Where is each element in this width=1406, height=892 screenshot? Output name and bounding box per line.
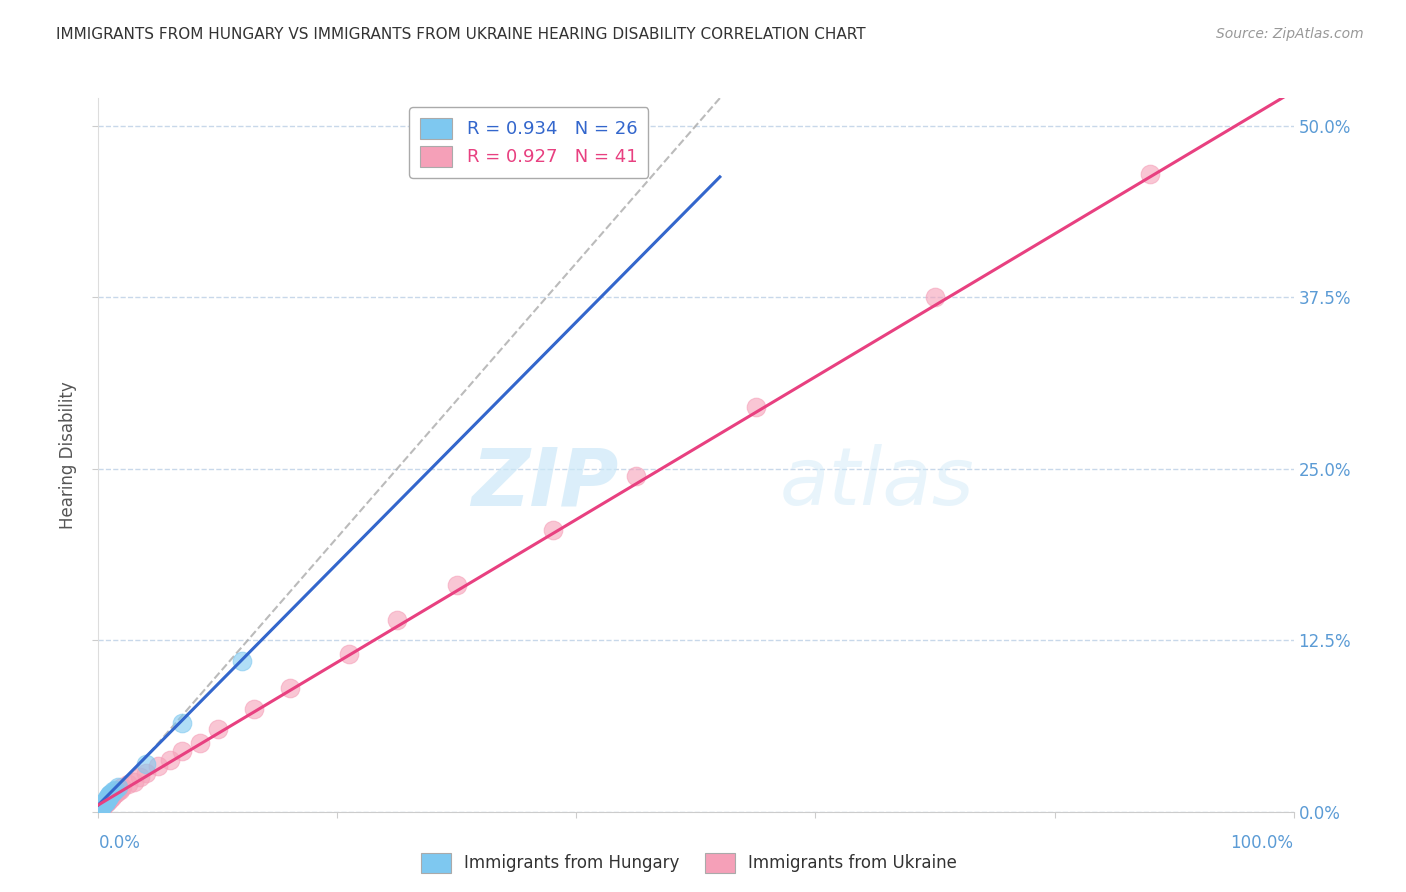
Legend: Immigrants from Hungary, Immigrants from Ukraine: Immigrants from Hungary, Immigrants from… bbox=[415, 847, 963, 880]
Text: IMMIGRANTS FROM HUNGARY VS IMMIGRANTS FROM UKRAINE HEARING DISABILITY CORRELATIO: IMMIGRANTS FROM HUNGARY VS IMMIGRANTS FR… bbox=[56, 27, 866, 42]
Point bbox=[94, 797, 117, 811]
Text: ZIP: ZIP bbox=[471, 444, 619, 523]
Point bbox=[107, 780, 129, 794]
Point bbox=[117, 777, 139, 791]
Point bbox=[96, 794, 118, 808]
Point bbox=[98, 789, 121, 804]
Point bbox=[541, 524, 564, 538]
Point bbox=[243, 702, 266, 716]
Point bbox=[90, 799, 112, 814]
Point bbox=[91, 797, 114, 812]
Point bbox=[108, 782, 131, 797]
Point bbox=[91, 797, 114, 811]
Point bbox=[91, 799, 114, 814]
Point bbox=[89, 803, 111, 817]
Point bbox=[1139, 167, 1161, 181]
Point bbox=[90, 800, 112, 814]
Point bbox=[148, 759, 170, 773]
Point bbox=[745, 400, 768, 414]
Point bbox=[172, 744, 194, 758]
Point bbox=[93, 797, 115, 811]
Text: Source: ZipAtlas.com: Source: ZipAtlas.com bbox=[1216, 27, 1364, 41]
Point bbox=[89, 803, 111, 817]
Point bbox=[90, 802, 112, 816]
Point bbox=[98, 789, 121, 803]
Point bbox=[135, 756, 157, 771]
Point bbox=[96, 795, 118, 809]
Point bbox=[93, 797, 115, 811]
Point bbox=[101, 784, 124, 798]
Point bbox=[98, 787, 122, 801]
Point bbox=[129, 771, 152, 785]
Point bbox=[446, 578, 468, 592]
Text: 0.0%: 0.0% bbox=[98, 834, 141, 852]
Point bbox=[97, 791, 120, 805]
Point bbox=[96, 791, 118, 805]
Point bbox=[97, 789, 120, 804]
Point bbox=[924, 290, 946, 304]
Point bbox=[91, 799, 114, 814]
Point bbox=[93, 795, 115, 809]
Point bbox=[94, 795, 117, 809]
Point bbox=[111, 780, 134, 794]
Point bbox=[93, 797, 115, 812]
Point bbox=[135, 766, 157, 780]
Y-axis label: Hearing Disability: Hearing Disability bbox=[59, 381, 77, 529]
Point bbox=[104, 782, 127, 797]
Point bbox=[91, 797, 114, 812]
Point bbox=[172, 715, 194, 730]
Point bbox=[91, 800, 114, 814]
Point bbox=[98, 791, 122, 805]
Point bbox=[98, 787, 122, 801]
Point bbox=[231, 654, 253, 668]
Point bbox=[98, 792, 122, 806]
Point bbox=[96, 792, 118, 806]
Point bbox=[105, 785, 128, 799]
Point bbox=[188, 736, 211, 750]
Text: 100.0%: 100.0% bbox=[1230, 834, 1294, 852]
Point bbox=[91, 797, 114, 812]
Point bbox=[100, 789, 122, 804]
Point bbox=[103, 787, 125, 801]
Text: atlas: atlas bbox=[779, 444, 974, 523]
Point bbox=[97, 794, 120, 808]
Point bbox=[159, 753, 181, 767]
Point bbox=[107, 784, 129, 798]
Point bbox=[98, 792, 121, 806]
Point bbox=[207, 723, 229, 737]
Point bbox=[626, 468, 648, 483]
Legend: R = 0.934   N = 26, R = 0.927   N = 41: R = 0.934 N = 26, R = 0.927 N = 41 bbox=[409, 107, 648, 178]
Point bbox=[124, 774, 146, 789]
Point bbox=[385, 613, 409, 627]
Point bbox=[94, 794, 117, 808]
Point bbox=[100, 785, 122, 799]
Point bbox=[101, 789, 124, 803]
Point bbox=[278, 681, 301, 696]
Point bbox=[339, 647, 360, 661]
Point bbox=[91, 799, 114, 814]
